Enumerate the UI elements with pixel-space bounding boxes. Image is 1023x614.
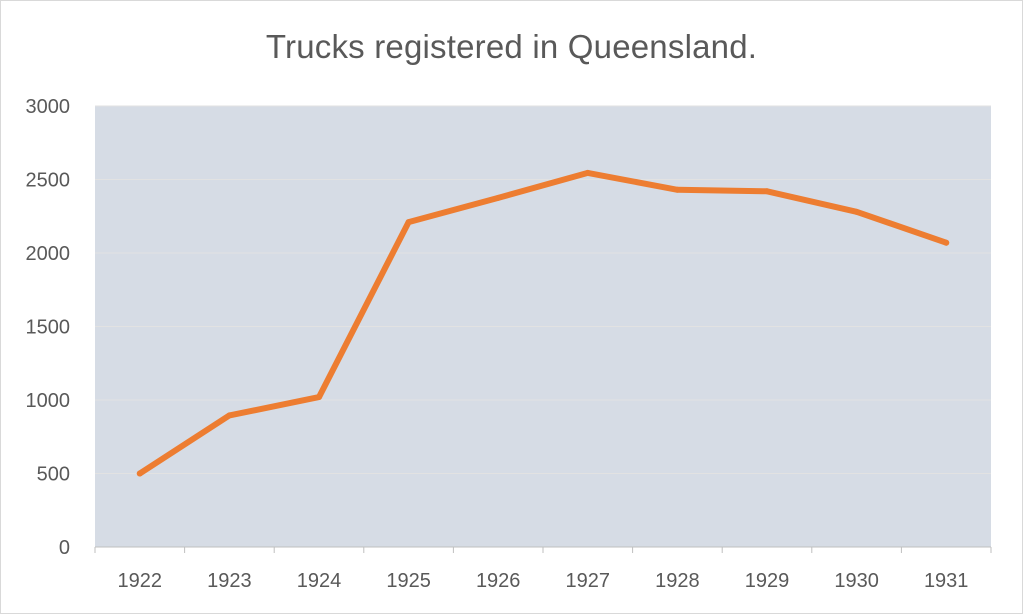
data-point [316, 394, 322, 401]
series-line [136, 169, 950, 477]
y-tick-label: 1500 [26, 317, 71, 339]
data-point [495, 194, 502, 201]
x-tick-label: 1927 [566, 570, 611, 592]
x-tick-label: 1924 [297, 570, 342, 592]
data-point [764, 188, 770, 195]
y-tick-label: 2500 [26, 170, 71, 192]
x-tick-label: 1931 [924, 570, 969, 592]
x-tick-label: 1923 [207, 570, 252, 592]
y-tick-label: 0 [59, 537, 70, 559]
y-tick-label: 2000 [26, 243, 71, 265]
data-point [405, 219, 412, 226]
data-point [226, 412, 233, 419]
y-tick-label: 1000 [26, 390, 71, 412]
chart-title: Trucks registered in Queensland. [265, 28, 758, 65]
y-tick-label: 3000 [26, 96, 71, 118]
x-axis-labels: 1922 1923 1924 1925 1926 1927 1928 1929 1930 1931 [118, 570, 969, 592]
x-axis [94, 546, 992, 553]
gridlines [95, 105, 991, 474]
x-tick-label: 1922 [118, 570, 163, 592]
series-group [136, 169, 950, 477]
x-tick-label: 1929 [745, 570, 790, 592]
y-tick-label: 500 [37, 464, 70, 486]
x-tick-label: 1930 [834, 570, 879, 592]
data-point [943, 239, 950, 246]
data-point [674, 186, 681, 193]
x-tick-label: 1928 [655, 570, 700, 592]
data-point [136, 470, 143, 477]
x-tick-label: 1926 [476, 570, 521, 592]
y-axis: 0 500 1000 1500 2000 2500 3000 [26, 96, 71, 559]
data-point [584, 169, 591, 176]
x-tick-label: 1925 [386, 570, 431, 592]
data-point [853, 208, 860, 215]
